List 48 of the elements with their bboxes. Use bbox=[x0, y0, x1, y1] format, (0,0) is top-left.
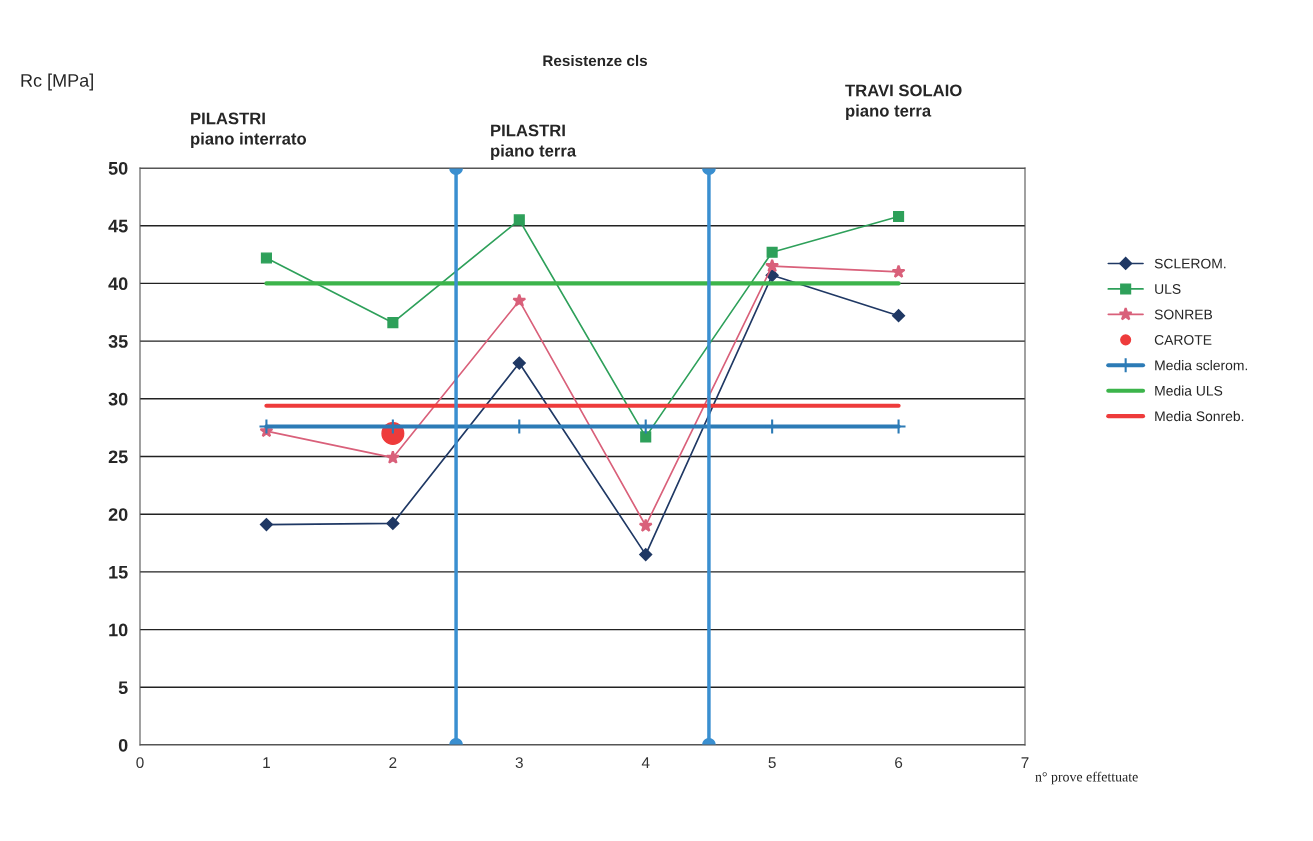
point bbox=[893, 210, 905, 223]
y-tick-label: 45 bbox=[108, 219, 128, 233]
point bbox=[765, 258, 780, 273]
y-tick-label: 15 bbox=[109, 566, 128, 579]
point bbox=[512, 293, 527, 307]
y-tick-label: 0 bbox=[118, 738, 128, 752]
x-tick-label: 2 bbox=[389, 757, 397, 768]
point bbox=[638, 518, 653, 532]
x-tick-label: 6 bbox=[895, 757, 903, 769]
y-tick-label: 40 bbox=[108, 277, 128, 291]
legend-label: ULS bbox=[1155, 284, 1181, 294]
y-tick-label: 25 bbox=[108, 450, 128, 464]
y-tick-label: 10 bbox=[109, 623, 128, 637]
point bbox=[259, 517, 274, 532]
point bbox=[385, 450, 400, 464]
point bbox=[386, 516, 400, 531]
y-tick-label: 5 bbox=[118, 681, 128, 695]
point bbox=[891, 264, 906, 278]
legend-label: Media Sonreb. bbox=[1155, 410, 1244, 422]
text: TRAVI SOLAIO piano terra bbox=[845, 84, 962, 120]
x-tick-label: 0 bbox=[136, 757, 144, 769]
point bbox=[640, 431, 652, 443]
y-axis-title: Rc [MPa] bbox=[21, 73, 93, 91]
legend-label: SONREB bbox=[1154, 309, 1213, 320]
point bbox=[639, 548, 653, 562]
x-tick-label: 5 bbox=[768, 757, 776, 769]
chart-title: Resistenze cls bbox=[543, 54, 648, 67]
y-tick-label: 30 bbox=[108, 392, 128, 406]
point bbox=[766, 246, 778, 258]
x-tick-label: 1 bbox=[263, 757, 270, 768]
x-axis-title: n° prove effettuate bbox=[1035, 771, 1138, 785]
point bbox=[512, 356, 526, 370]
x-tick-label: 3 bbox=[515, 757, 523, 769]
text: PILASTRI piano interrato bbox=[191, 112, 307, 148]
y-tick-label: 50 bbox=[108, 161, 128, 175]
legend-label: CAROTE bbox=[1154, 334, 1212, 345]
y-tick-label: 20 bbox=[108, 508, 128, 521]
text: PILASTRI piano terra bbox=[491, 124, 577, 160]
point bbox=[260, 252, 272, 264]
x-tick-label: 4 bbox=[641, 757, 650, 768]
x-tick-label: 7 bbox=[1021, 757, 1029, 768]
point bbox=[891, 309, 906, 323]
point bbox=[387, 317, 399, 329]
legend-label: Media sclerom. bbox=[1155, 360, 1248, 371]
legend-label: SCLEROM. bbox=[1154, 258, 1226, 269]
y-tick-label: 35 bbox=[108, 335, 128, 348]
point bbox=[513, 214, 525, 226]
legend-label: Media ULS bbox=[1155, 385, 1223, 396]
